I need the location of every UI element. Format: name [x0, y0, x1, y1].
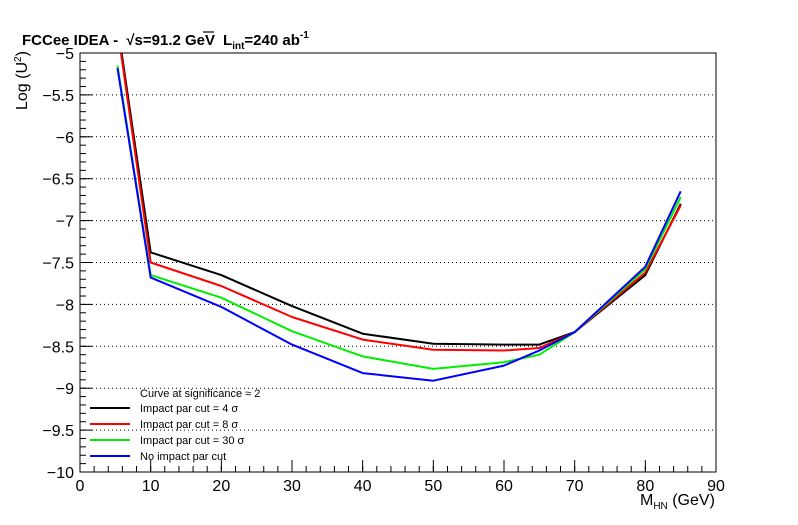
legend-label: No impact par cut	[140, 451, 226, 463]
tick-labels: −10 −9.5 −9 −8.5 −8 −7.5 −7 −6.5 −6 −5.5 −5 0 10 20 30…	[42, 46, 725, 495]
x-tick-label: 30	[283, 478, 301, 495]
series-line-3	[116, 65, 682, 370]
y-axis-label: Log (U2)	[13, 51, 31, 110]
grid-lines	[80, 94, 716, 431]
x-tick-label: 0	[76, 478, 85, 495]
series-line-4	[116, 67, 682, 382]
x-tick-label: 40	[354, 478, 372, 495]
series-group	[116, 53, 682, 382]
y-tick-label: −8.5	[42, 339, 74, 356]
y-tick-label: −6	[56, 130, 74, 147]
x-tick-label: 60	[495, 478, 513, 495]
legend-label: Impact par cut = 8 σ	[140, 419, 238, 431]
x-tick-label: 20	[212, 478, 230, 495]
y-tick-label: −7.5	[42, 256, 74, 273]
series-line-2	[120, 53, 682, 352]
y-tick-label: −9.5	[42, 423, 74, 440]
axis-ticks	[79, 52, 717, 473]
legend: Curve at significance ≈ 2 Impact par cut…	[90, 388, 260, 463]
legend-header: Curve at significance ≈ 2	[140, 388, 260, 400]
legend-label: Impact par cut = 4 σ	[140, 403, 238, 415]
y-tick-label: −5.5	[42, 88, 74, 105]
x-tick-label: 10	[142, 478, 160, 495]
x-tick-label: 90	[707, 478, 725, 495]
y-tick-label: −8	[56, 297, 74, 314]
x-tick-label: 50	[424, 478, 442, 495]
chart-title: FCCee IDEA - √s=91.2 GeV Lint=240 ab-1	[22, 30, 309, 52]
x-axis-label: MHN (GeV)	[640, 492, 715, 512]
y-tick-label: −5	[56, 46, 74, 63]
y-tick-label: −7	[56, 214, 74, 231]
x-tick-label: 80	[636, 478, 654, 495]
x-tick-label: 70	[566, 478, 584, 495]
y-tick-label: −9	[56, 381, 74, 398]
y-tick-label: −6.5	[42, 172, 74, 189]
y-tick-label: −10	[47, 465, 74, 482]
legend-label: Impact par cut = 30 σ	[140, 435, 245, 447]
